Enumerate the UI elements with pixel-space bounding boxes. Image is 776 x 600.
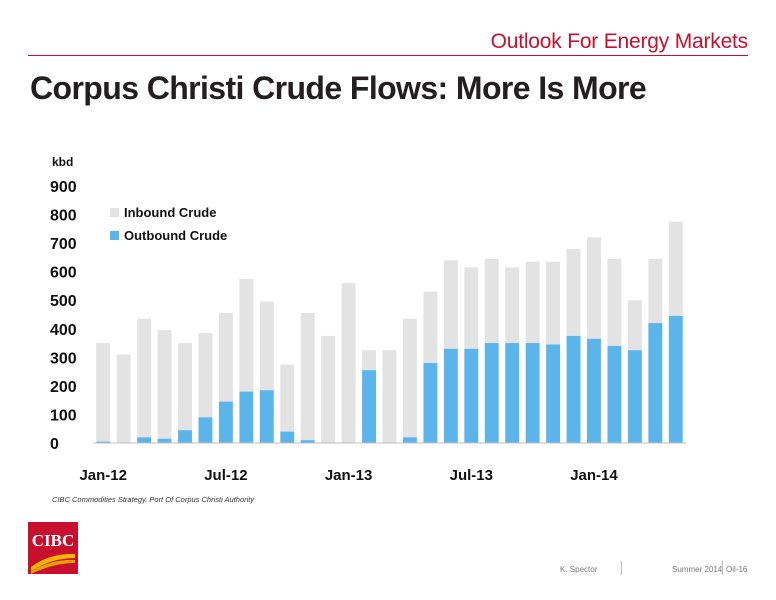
inbound-bar xyxy=(96,343,111,442)
outbound-bar xyxy=(137,437,152,443)
outbound-bar xyxy=(668,315,683,443)
inbound-bar xyxy=(157,330,172,439)
outbound-bar xyxy=(587,338,601,443)
outbound-bar xyxy=(505,343,520,443)
y-tick-label: 700 xyxy=(50,236,77,253)
outbound-bar xyxy=(423,363,438,443)
footer-divider xyxy=(621,561,622,575)
outbound-bar xyxy=(525,343,540,443)
footer-page-number: Oil-16 xyxy=(726,565,748,574)
source-note: CIBC Commodities Strategy, Port Of Corpu… xyxy=(52,495,255,504)
outbound-bar xyxy=(198,417,213,443)
inbound-bar xyxy=(484,258,499,344)
footer-author: K. Spector xyxy=(560,565,598,574)
inbound-bar xyxy=(627,300,642,351)
outbound-bar xyxy=(484,343,499,443)
inbound-bar xyxy=(259,301,274,391)
cibc-logo: CIBC xyxy=(28,522,78,574)
outbound-bar xyxy=(157,438,172,443)
outbound-bar xyxy=(362,370,377,443)
inbound-bar xyxy=(587,237,601,339)
outbound-bar xyxy=(627,350,642,443)
outbound-bar xyxy=(96,441,111,443)
inbound-bar xyxy=(239,278,254,392)
inbound-bar xyxy=(443,260,458,349)
x-axis: Jan-12 Jul-12 Jan-13 Jul-13 Jan-14 xyxy=(79,442,686,484)
logo-text: CIBC xyxy=(32,531,75,550)
inbound-bar xyxy=(668,221,683,316)
outbound-bar xyxy=(402,437,417,443)
y-tick-label: 800 xyxy=(50,208,77,225)
outbound-bar xyxy=(443,348,458,443)
x-tick-label: Jul-13 xyxy=(450,467,493,484)
legend-swatch xyxy=(110,231,119,240)
outbound-bar xyxy=(239,391,254,443)
y-axis-unit-label: kbd xyxy=(52,155,73,169)
inbound-bar xyxy=(300,313,315,441)
footer-date: Summer 2014 xyxy=(672,565,723,574)
outbound-bar xyxy=(280,431,295,443)
outbound-bar xyxy=(607,345,622,443)
y-tick-label: 600 xyxy=(50,265,77,282)
inbound-bar xyxy=(116,354,131,443)
y-tick-label: 900 xyxy=(50,179,77,196)
outbound-bar xyxy=(648,323,663,443)
legend: Inbound Crude Outbound Crude xyxy=(110,205,227,243)
inbound-bar xyxy=(280,364,295,432)
page-title: Corpus Christi Crude Flows: More Is More xyxy=(30,70,647,106)
bars-layer xyxy=(96,221,683,443)
y-tick-label: 400 xyxy=(50,322,77,339)
inbound-bar xyxy=(546,261,561,345)
y-tick-label: 200 xyxy=(50,379,77,396)
inbound-bar xyxy=(505,267,520,344)
legend-swatch xyxy=(110,208,119,217)
inbound-bar xyxy=(382,350,397,443)
inbound-bar xyxy=(525,261,540,344)
inbound-bar xyxy=(178,343,192,431)
outbound-bar xyxy=(546,344,561,443)
inbound-bar xyxy=(566,248,581,336)
y-tick-label: 100 xyxy=(50,407,77,424)
x-tick-label: Jan-12 xyxy=(79,467,127,484)
footer-divider xyxy=(722,561,723,575)
legend-label: Inbound Crude xyxy=(124,205,216,220)
y-axis: kbd 0 100 200 300 400 500 600 700 800 900 xyxy=(50,155,77,453)
inbound-bar xyxy=(198,333,213,418)
outbound-bar xyxy=(259,390,274,443)
inbound-bar xyxy=(423,291,438,364)
section-title: Outlook For Energy Markets xyxy=(490,30,749,53)
y-tick-label: 0 xyxy=(50,436,59,453)
x-tick-label: Jul-12 xyxy=(204,467,247,484)
inbound-bar xyxy=(321,335,336,443)
inbound-bar xyxy=(648,258,663,324)
inbound-bar xyxy=(137,318,152,438)
outbound-bar xyxy=(218,401,233,443)
outbound-bar xyxy=(464,348,479,443)
inbound-bar xyxy=(402,318,417,438)
outbound-bar xyxy=(178,430,192,443)
outbound-bar xyxy=(566,335,581,443)
inbound-bar xyxy=(218,313,233,402)
inbound-bar xyxy=(362,350,377,371)
legend-label: Outbound Crude xyxy=(124,228,227,243)
inbound-bar xyxy=(341,283,356,443)
y-tick-label: 500 xyxy=(50,293,77,310)
y-tick-label: 300 xyxy=(50,350,77,367)
header-rule xyxy=(28,55,748,56)
x-tick-label: Jan-14 xyxy=(570,467,618,484)
x-tick-label: Jan-13 xyxy=(325,467,373,484)
inbound-bar xyxy=(464,267,479,349)
outbound-bar xyxy=(300,440,315,443)
inbound-bar xyxy=(607,258,622,346)
